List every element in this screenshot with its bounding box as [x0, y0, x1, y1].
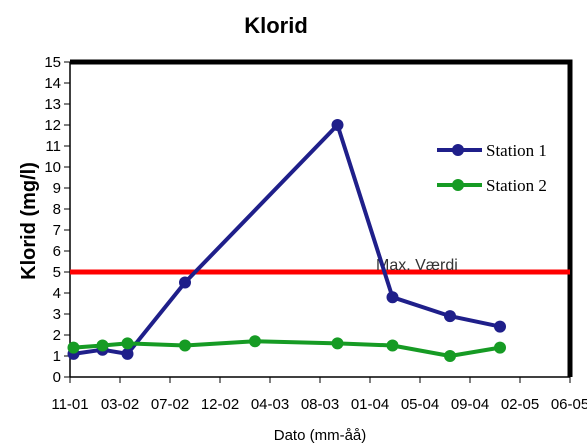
- max-value-label: Max. Værdi: [376, 257, 458, 274]
- x-tick-label: 08-03: [301, 396, 339, 413]
- series-1-point: [179, 276, 191, 289]
- x-tick-label: 09-04: [451, 396, 489, 413]
- legend-marker-2: [452, 179, 464, 191]
- y-tick-label: 1: [53, 348, 61, 365]
- legend-label-1: Station 1: [486, 141, 547, 160]
- x-tick-label: 06-05: [551, 396, 587, 413]
- x-tick-label: 02-05: [501, 396, 539, 413]
- x-axis-label: Dato (mm-åå): [274, 427, 367, 444]
- y-tick-label: 11: [45, 138, 61, 155]
- y-axis-label: Klorid (mg/l): [18, 162, 40, 280]
- y-tick-label: 5: [53, 264, 61, 281]
- y-tick-label: 10: [44, 159, 61, 176]
- y-tick-label: 12: [44, 117, 61, 134]
- y-tick-label: 8: [53, 201, 61, 218]
- series-line-2: [73, 339, 501, 358]
- series-2-point: [386, 339, 399, 352]
- x-tick-label: 05-04: [401, 396, 439, 413]
- series-2-point: [494, 341, 506, 354]
- y-axis-label-group: Klorid (mg/l): [18, 162, 40, 280]
- x-tick-label: 04-03: [251, 396, 289, 413]
- y-tick-label: 14: [44, 75, 61, 92]
- y-tick-label: 13: [44, 96, 61, 113]
- y-tick-label: 6: [53, 243, 61, 260]
- x-tick-label: 07-02: [151, 396, 189, 413]
- y-tick-label: 2: [53, 327, 61, 344]
- series-2-point: [67, 341, 80, 354]
- legend-label-2: Station 2: [486, 176, 547, 195]
- x-tick-label: 12-02: [201, 396, 239, 413]
- y-tick-label: 0: [53, 369, 61, 386]
- y-tick-label: 7: [53, 222, 61, 239]
- series-2-point: [179, 339, 191, 352]
- series-2-point: [249, 335, 261, 348]
- series-2-point: [331, 337, 344, 350]
- series-1-point: [386, 291, 399, 304]
- x-tick-label: 01-04: [351, 396, 389, 413]
- series-1-point: [494, 320, 506, 333]
- series-2-point: [121, 337, 134, 350]
- y-tick-label: 15: [44, 54, 61, 71]
- y-tick-label: 4: [53, 285, 61, 302]
- series-1-point: [331, 119, 344, 131]
- y-tick-label: 3: [53, 306, 61, 323]
- x-tick-label: 03-02: [101, 396, 139, 413]
- legend-marker-1: [452, 144, 464, 156]
- series-1-point: [444, 310, 456, 323]
- series-line-1: [73, 123, 501, 356]
- y-tick-label: 9: [53, 180, 61, 197]
- chart-title: Klorid: [244, 13, 308, 38]
- x-tick-label: 11-01: [51, 396, 88, 413]
- series-2-point: [444, 350, 456, 362]
- series-2-point: [96, 339, 109, 352]
- series-1-point: [121, 347, 134, 360]
